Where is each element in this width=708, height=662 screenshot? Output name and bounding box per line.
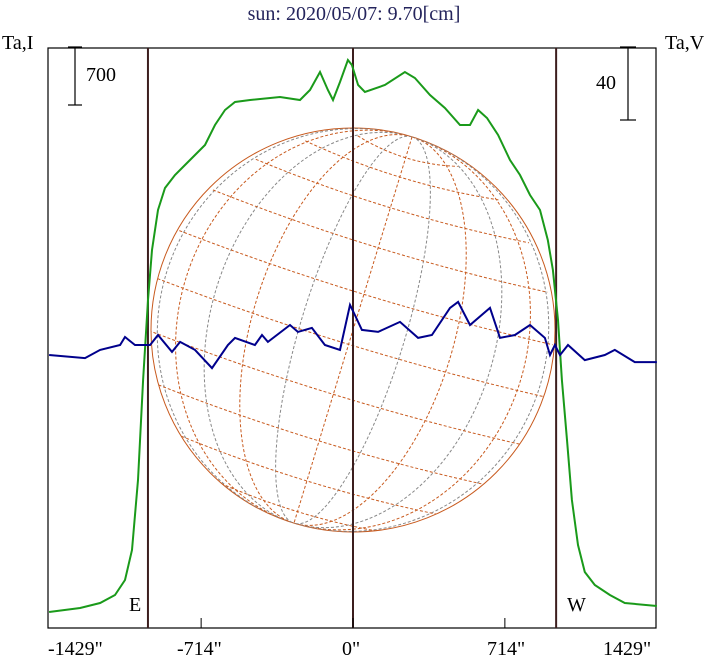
latitude-line: [357, 135, 458, 167]
chart-title: sun: 2020/05/07: 9.70[cm]: [247, 3, 461, 25]
x-tick-label: 714": [487, 638, 526, 660]
latitude-line: [153, 382, 489, 486]
meridian-line: [293, 136, 550, 532]
x-tick-label: 1429": [603, 638, 652, 660]
latitude-line: [148, 330, 523, 446]
meridian-line: [293, 136, 431, 525]
polarization-scale-label: 40: [596, 72, 616, 94]
x-tick-label: -1429": [48, 638, 103, 660]
coordinate-grid: [148, 128, 553, 541]
meridian-line: [175, 129, 413, 524]
right-axis-label: Ta,V: [665, 32, 705, 54]
east-label: E: [129, 594, 142, 616]
left-axis-label: Ta,I: [2, 32, 34, 54]
latitude-line: [255, 158, 530, 244]
meridian-line: [293, 136, 503, 529]
latitude-line: [172, 432, 446, 517]
meridian-line: [156, 128, 413, 524]
meridian-line: [293, 136, 531, 531]
intensity-series-line: [48, 57, 657, 613]
polarization-scale-bar: [620, 46, 636, 121]
latitude-line: [157, 278, 544, 398]
west-label: W: [567, 594, 586, 616]
x-tick-label: 0": [342, 638, 361, 660]
polarization-series-line: [49, 300, 657, 370]
intensity-scale-label: 700: [86, 64, 116, 86]
latitude-line: [212, 189, 548, 293]
solar-globe-grid: [148, 127, 556, 541]
latitude-line: [305, 140, 499, 201]
latitude-line: [179, 230, 553, 346]
intensity-scale-bar: [68, 46, 82, 106]
meridian-line: [203, 131, 413, 524]
latitude-line: [202, 474, 397, 535]
meridian-line: [275, 135, 413, 524]
x-tick-label: -714": [177, 638, 222, 660]
